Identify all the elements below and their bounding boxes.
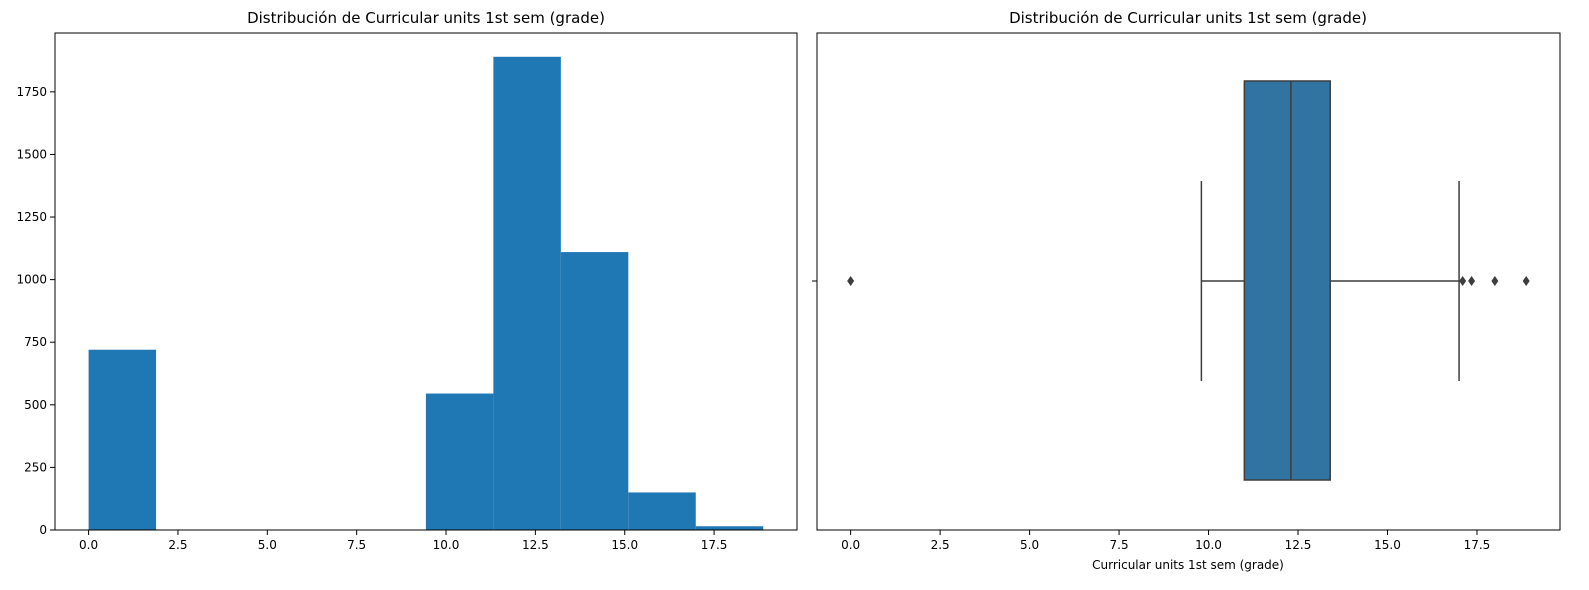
x-tick-label: 17.5 <box>1464 538 1491 552</box>
boxplot-title: Distribución de Curricular units 1st sem… <box>1009 9 1367 27</box>
x-tick-label: 2.5 <box>931 538 950 552</box>
x-tick-label: 15.0 <box>1374 538 1401 552</box>
x-tick-label: 10.0 <box>433 538 460 552</box>
outlier-point <box>1459 276 1467 286</box>
histogram-bar <box>88 349 157 530</box>
histogram-bar <box>628 492 696 530</box>
y-tick-label: 250 <box>24 460 47 474</box>
y-tick-label: 1250 <box>16 210 47 224</box>
histogram-x-ticks: 0.0 2.5 5.0 7.5 10.0 12.5 15.0 17.5 <box>79 530 727 552</box>
histogram-bar <box>695 526 764 530</box>
boxplot-x-ticks: 0.0 2.5 5.0 7.5 10.0 12.5 15.0 17.5 <box>841 530 1490 552</box>
outlier-point <box>1522 276 1530 286</box>
boxplot-x-axis-label: Curricular units 1st sem (grade) <box>1092 558 1284 572</box>
y-tick-label: 1000 <box>16 273 47 287</box>
boxplot-panel: Distribución de Curricular units 1st sem… <box>812 9 1561 572</box>
x-tick-label: 7.5 <box>1110 538 1129 552</box>
x-tick-label: 2.5 <box>168 538 187 552</box>
x-tick-label: 0.0 <box>79 538 98 552</box>
outlier-point <box>847 276 855 286</box>
x-tick-label: 12.5 <box>1285 538 1312 552</box>
outlier-point <box>1491 276 1499 286</box>
y-tick-label: 500 <box>24 398 47 412</box>
x-tick-label: 7.5 <box>347 538 366 552</box>
histogram-bars <box>88 56 764 531</box>
x-tick-label: 5.0 <box>1020 538 1039 552</box>
x-tick-label: 12.5 <box>522 538 549 552</box>
x-tick-label: 10.0 <box>1195 538 1222 552</box>
y-tick-label: 1750 <box>16 85 47 99</box>
x-tick-label: 17.5 <box>701 538 728 552</box>
histogram-bar <box>425 393 494 530</box>
x-tick-label: 0.0 <box>841 538 860 552</box>
iqr-box <box>1243 80 1331 481</box>
boxplot-frame <box>816 32 1561 531</box>
histogram-frame <box>54 32 798 531</box>
x-tick-label: 15.0 <box>611 538 638 552</box>
histogram-panel: Distribución de Curricular units 1st sem… <box>16 9 798 552</box>
outlier-point <box>1468 276 1476 286</box>
histogram-title: Distribución de Curricular units 1st sem… <box>247 9 605 27</box>
y-tick-label: 750 <box>24 335 47 349</box>
y-tick-label: 0 <box>39 523 47 537</box>
boxplot-body <box>847 80 1530 481</box>
x-tick-label: 5.0 <box>258 538 277 552</box>
histogram-bar <box>493 56 561 531</box>
histogram-bar <box>560 252 629 530</box>
y-tick-label: 1500 <box>16 147 47 161</box>
histogram-y-ticks: 0 250 500 750 1000 1250 1500 1750 <box>16 85 55 537</box>
